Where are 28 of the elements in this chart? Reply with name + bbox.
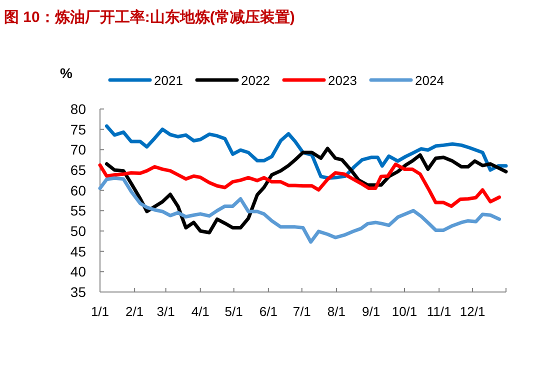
y-axis-title: % <box>60 65 73 81</box>
legend-label: 2022 <box>241 73 270 88</box>
y-tick-label: 80 <box>70 101 86 117</box>
y-tick-label: 65 <box>70 162 86 178</box>
x-tick-label: 11/1 <box>426 304 452 319</box>
x-tick-label: 10/1 <box>392 304 418 319</box>
x-tick-label: 12/1 <box>460 304 486 319</box>
x-tick-label: 3/1 <box>156 304 175 319</box>
chart-title: 图 10：炼油厂开工率:山东地炼(常减压装置) <box>4 8 295 26</box>
x-tick-label: 6/1 <box>259 304 278 319</box>
legend-label: 2021 <box>154 73 183 88</box>
y-tick-label: 40 <box>70 264 86 280</box>
x-tick-label: 7/1 <box>292 304 311 319</box>
legend-label: 2023 <box>328 73 357 88</box>
y-tick-label: 45 <box>70 243 86 260</box>
y-tick-label: 55 <box>70 202 86 219</box>
y-tick-label: 50 <box>70 223 86 239</box>
x-tick-label: 2/1 <box>126 304 144 319</box>
y-tick-label: 75 <box>70 121 86 138</box>
legend-label: 2024 <box>415 73 444 88</box>
x-tick-label: 9/1 <box>362 304 380 319</box>
y-tick-label: 70 <box>70 142 86 158</box>
x-tick-label: 8/1 <box>327 304 346 319</box>
x-tick-label: 5/1 <box>224 304 243 319</box>
x-tick-label: 1/1 <box>90 304 110 319</box>
y-tick-label: 35 <box>70 284 86 300</box>
y-tick-label: 60 <box>70 182 86 198</box>
x-tick-label: 4/1 <box>191 304 210 319</box>
